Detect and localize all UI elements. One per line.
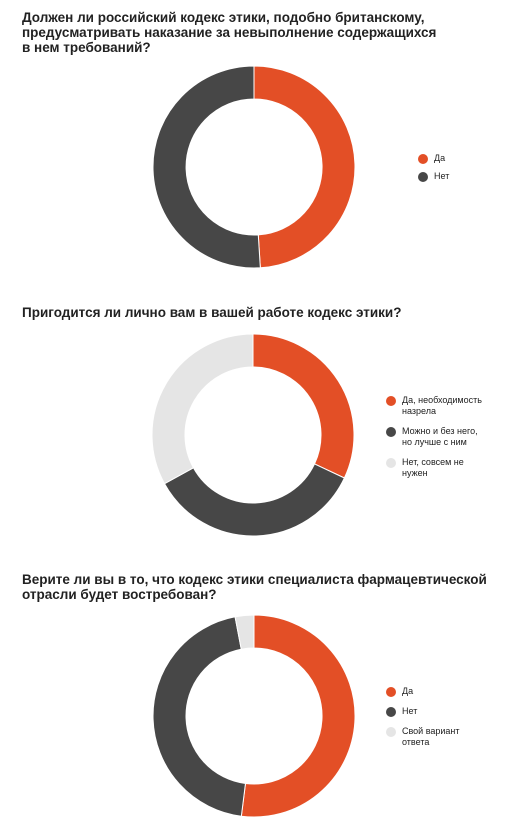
donut-slice	[152, 65, 261, 269]
legend-swatch	[418, 154, 428, 164]
legend-label: Да	[434, 153, 446, 163]
donut-slice	[253, 65, 356, 269]
donut-chart	[151, 333, 355, 537]
legend-item: Нет, совсем не нужен	[386, 457, 506, 479]
legend-swatch	[386, 396, 396, 406]
donut-slice	[163, 463, 346, 537]
chart-title: Верите ли вы в то, что кодекс этики спец…	[22, 572, 487, 602]
legend-label: Да, необходимость назрела	[402, 395, 482, 416]
legend-item: Нет	[386, 706, 506, 717]
legend-item: Нет	[418, 171, 513, 182]
legend-swatch	[386, 687, 396, 697]
legend-label: Нет, совсем не нужен	[402, 457, 464, 478]
legend-swatch	[386, 707, 396, 717]
legend-item: Можно и без него, но лучше с ним	[386, 426, 506, 448]
legend-swatch	[386, 727, 396, 737]
legend-item: Да	[418, 153, 513, 164]
donut-slice	[252, 333, 355, 479]
chart-title: Пригодится ли лично вам в вашей работе к…	[22, 305, 402, 320]
chart-legend: Да, необходимость назрела Можно и без нег…	[386, 395, 506, 479]
chart-legend: Да Нет	[418, 153, 513, 182]
legend-label: Да	[402, 686, 414, 696]
legend-label: Можно и без него, но лучше с ним	[402, 426, 478, 447]
legend-swatch	[418, 172, 428, 182]
donut-slice	[151, 333, 254, 485]
legend-swatch	[386, 458, 396, 468]
donut-slice	[234, 614, 255, 650]
chart-legend: Да Нет Свой вариант ответа	[386, 686, 506, 748]
legend-item: Да, необходимость назрела	[386, 395, 506, 417]
chart-title: Должен ли российский кодекс этики, подоб…	[22, 10, 437, 55]
legend-item: Свой вариант ответа	[386, 726, 506, 748]
donut-chart	[152, 65, 356, 269]
legend-swatch	[386, 427, 396, 437]
legend-label: Нет	[402, 706, 418, 716]
donut-slice	[240, 614, 356, 818]
donut-chart	[152, 614, 356, 818]
legend-label: Свой вариант ответа	[402, 726, 460, 747]
legend-item: Да	[386, 686, 506, 697]
legend-label: Нет	[434, 171, 450, 181]
donut-slice	[152, 616, 247, 817]
